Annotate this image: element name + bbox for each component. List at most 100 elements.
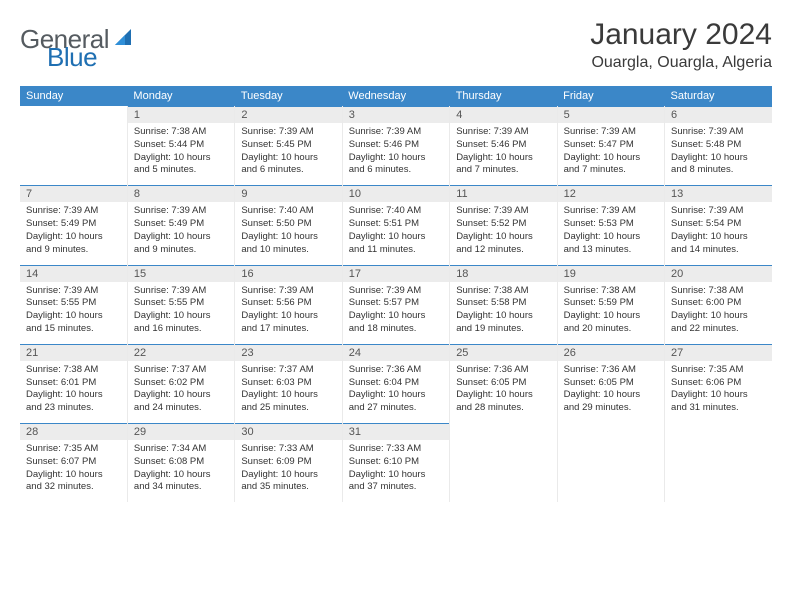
daylight-line: Daylight: 10 hours and 12 minutes.: [456, 231, 550, 257]
sunrise-line: Sunrise: 7:39 AM: [134, 285, 228, 298]
day-number: 1: [128, 106, 234, 123]
day-number: 6: [665, 106, 772, 123]
day-body: Sunrise: 7:34 AMSunset: 6:08 PMDaylight:…: [128, 440, 234, 502]
daylight-line: Daylight: 10 hours and 23 minutes.: [26, 389, 121, 415]
sunrise-line: Sunrise: 7:39 AM: [134, 205, 228, 218]
day-number: 31: [343, 423, 449, 440]
day-number: 12: [558, 185, 664, 202]
sunset-line: Sunset: 6:05 PM: [564, 377, 658, 390]
daylight-line: Daylight: 10 hours and 7 minutes.: [456, 152, 550, 178]
day-number: 16: [235, 265, 341, 282]
day-body: Sunrise: 7:39 AMSunset: 5:48 PMDaylight:…: [665, 123, 772, 185]
sunset-line: Sunset: 5:55 PM: [26, 297, 121, 310]
day-body: Sunrise: 7:38 AMSunset: 5:59 PMDaylight:…: [558, 282, 664, 344]
day-number: 26: [558, 344, 664, 361]
sunset-line: Sunset: 6:09 PM: [241, 456, 335, 469]
sunrise-line: Sunrise: 7:36 AM: [456, 364, 550, 377]
day-cell: 23Sunrise: 7:37 AMSunset: 6:03 PMDayligh…: [235, 344, 342, 423]
day-body: Sunrise: 7:40 AMSunset: 5:51 PMDaylight:…: [343, 202, 449, 264]
day-header-cell: Tuesday: [235, 86, 342, 106]
calendar-table: SundayMondayTuesdayWednesdayThursdayFrid…: [20, 86, 772, 502]
day-body: Sunrise: 7:36 AMSunset: 6:04 PMDaylight:…: [343, 361, 449, 423]
sunrise-line: Sunrise: 7:38 AM: [564, 285, 658, 298]
daylight-line: Daylight: 10 hours and 22 minutes.: [671, 310, 766, 336]
day-cell: 13Sunrise: 7:39 AMSunset: 5:54 PMDayligh…: [665, 185, 772, 264]
daylight-line: Daylight: 10 hours and 9 minutes.: [26, 231, 121, 257]
sunset-line: Sunset: 6:03 PM: [241, 377, 335, 390]
day-body: Sunrise: 7:35 AMSunset: 6:06 PMDaylight:…: [665, 361, 772, 423]
daylight-line: Daylight: 10 hours and 37 minutes.: [349, 469, 443, 495]
week-row: 1Sunrise: 7:38 AMSunset: 5:44 PMDaylight…: [20, 106, 772, 185]
day-number: 4: [450, 106, 556, 123]
sunrise-line: Sunrise: 7:39 AM: [26, 285, 121, 298]
daylight-line: Daylight: 10 hours and 14 minutes.: [671, 231, 766, 257]
sunset-line: Sunset: 5:59 PM: [564, 297, 658, 310]
sunset-line: Sunset: 6:10 PM: [349, 456, 443, 469]
day-number: 14: [20, 265, 127, 282]
day-number: 29: [128, 423, 234, 440]
day-number: 7: [20, 185, 127, 202]
day-cell: 4Sunrise: 7:39 AMSunset: 5:46 PMDaylight…: [450, 106, 557, 185]
day-number: 15: [128, 265, 234, 282]
daylight-line: Daylight: 10 hours and 15 minutes.: [26, 310, 121, 336]
day-number: 24: [343, 344, 449, 361]
sunrise-line: Sunrise: 7:39 AM: [349, 126, 443, 139]
sunrise-line: Sunrise: 7:39 AM: [671, 205, 766, 218]
daylight-line: Daylight: 10 hours and 19 minutes.: [456, 310, 550, 336]
day-cell: 19Sunrise: 7:38 AMSunset: 5:59 PMDayligh…: [557, 265, 664, 344]
week-row: 7Sunrise: 7:39 AMSunset: 5:49 PMDaylight…: [20, 185, 772, 264]
sunset-line: Sunset: 6:01 PM: [26, 377, 121, 390]
location: Ouargla, Ouargla, Algeria: [590, 54, 772, 72]
day-body: Sunrise: 7:36 AMSunset: 6:05 PMDaylight:…: [558, 361, 664, 423]
sunrise-line: Sunrise: 7:33 AM: [241, 443, 335, 456]
day-cell: 17Sunrise: 7:39 AMSunset: 5:57 PMDayligh…: [342, 265, 449, 344]
day-cell: 20Sunrise: 7:38 AMSunset: 6:00 PMDayligh…: [665, 265, 772, 344]
day-number: 28: [20, 423, 127, 440]
sunset-line: Sunset: 5:46 PM: [349, 139, 443, 152]
daylight-line: Daylight: 10 hours and 13 minutes.: [564, 231, 658, 257]
sunset-line: Sunset: 5:58 PM: [456, 297, 550, 310]
day-cell: 3 Sunrise: 7:39 AMSunset: 5:46 PMDaylight…: [342, 106, 449, 185]
day-cell: 21Sunrise: 7:38 AMSunset: 6:01 PMDayligh…: [20, 344, 127, 423]
day-cell: 2Sunrise: 7:39 AMSunset: 5:45 PMDaylight…: [235, 106, 342, 185]
sunset-line: Sunset: 5:49 PM: [26, 218, 121, 231]
day-number: 9: [235, 185, 341, 202]
sunset-line: Sunset: 6:08 PM: [134, 456, 228, 469]
day-cell: 15Sunrise: 7:39 AMSunset: 5:55 PMDayligh…: [127, 265, 234, 344]
sunset-line: Sunset: 5:56 PM: [241, 297, 335, 310]
day-body: Sunrise: 7:39 AMSunset: 5:55 PMDaylight:…: [20, 282, 127, 344]
day-body: Sunrise: 7:39 AMSunset: 5:53 PMDaylight:…: [558, 202, 664, 264]
day-cell: 6Sunrise: 7:39 AMSunset: 5:48 PMDaylight…: [665, 106, 772, 185]
sunrise-line: Sunrise: 7:39 AM: [241, 285, 335, 298]
daylight-line: Daylight: 10 hours and 32 minutes.: [26, 469, 121, 495]
sunrise-line: Sunrise: 7:39 AM: [671, 126, 766, 139]
week-row: 28Sunrise: 7:35 AMSunset: 6:07 PMDayligh…: [20, 423, 772, 502]
day-cell: 7Sunrise: 7:39 AMSunset: 5:49 PMDaylight…: [20, 185, 127, 264]
day-number: 17: [343, 265, 449, 282]
day-cell: 28Sunrise: 7:35 AMSunset: 6:07 PMDayligh…: [20, 423, 127, 502]
day-number: 3: [343, 106, 449, 123]
day-number: 19: [558, 265, 664, 282]
daylight-line: Daylight: 10 hours and 6 minutes.: [349, 152, 443, 178]
day-body: Sunrise: 7:39 AMSunset: 5:49 PMDaylight:…: [128, 202, 234, 264]
day-cell: 1Sunrise: 7:38 AMSunset: 5:44 PMDaylight…: [127, 106, 234, 185]
sunrise-line: Sunrise: 7:33 AM: [349, 443, 443, 456]
sunset-line: Sunset: 5:49 PM: [134, 218, 228, 231]
sunrise-line: Sunrise: 7:39 AM: [456, 205, 550, 218]
day-cell: 27Sunrise: 7:35 AMSunset: 6:06 PMDayligh…: [665, 344, 772, 423]
day-header-cell: Thursday: [450, 86, 557, 106]
day-number: 10: [343, 185, 449, 202]
day-body: Sunrise: 7:39 AMSunset: 5:54 PMDaylight:…: [665, 202, 772, 264]
day-cell: 12Sunrise: 7:39 AMSunset: 5:53 PMDayligh…: [557, 185, 664, 264]
sunset-line: Sunset: 6:07 PM: [26, 456, 121, 469]
sunrise-line: Sunrise: 7:36 AM: [564, 364, 658, 377]
day-number: 25: [450, 344, 556, 361]
daylight-line: Daylight: 10 hours and 34 minutes.: [134, 469, 228, 495]
day-header-cell: Saturday: [665, 86, 772, 106]
day-cell: [450, 423, 557, 502]
day-cell: 31 Sunrise: 7:33 AMSunset: 6:10 PMDayligh…: [342, 423, 449, 502]
sunset-line: Sunset: 6:04 PM: [349, 377, 443, 390]
day-number: 30: [235, 423, 341, 440]
sunset-line: Sunset: 5:50 PM: [241, 218, 335, 231]
sunset-line: Sunset: 6:06 PM: [671, 377, 766, 390]
